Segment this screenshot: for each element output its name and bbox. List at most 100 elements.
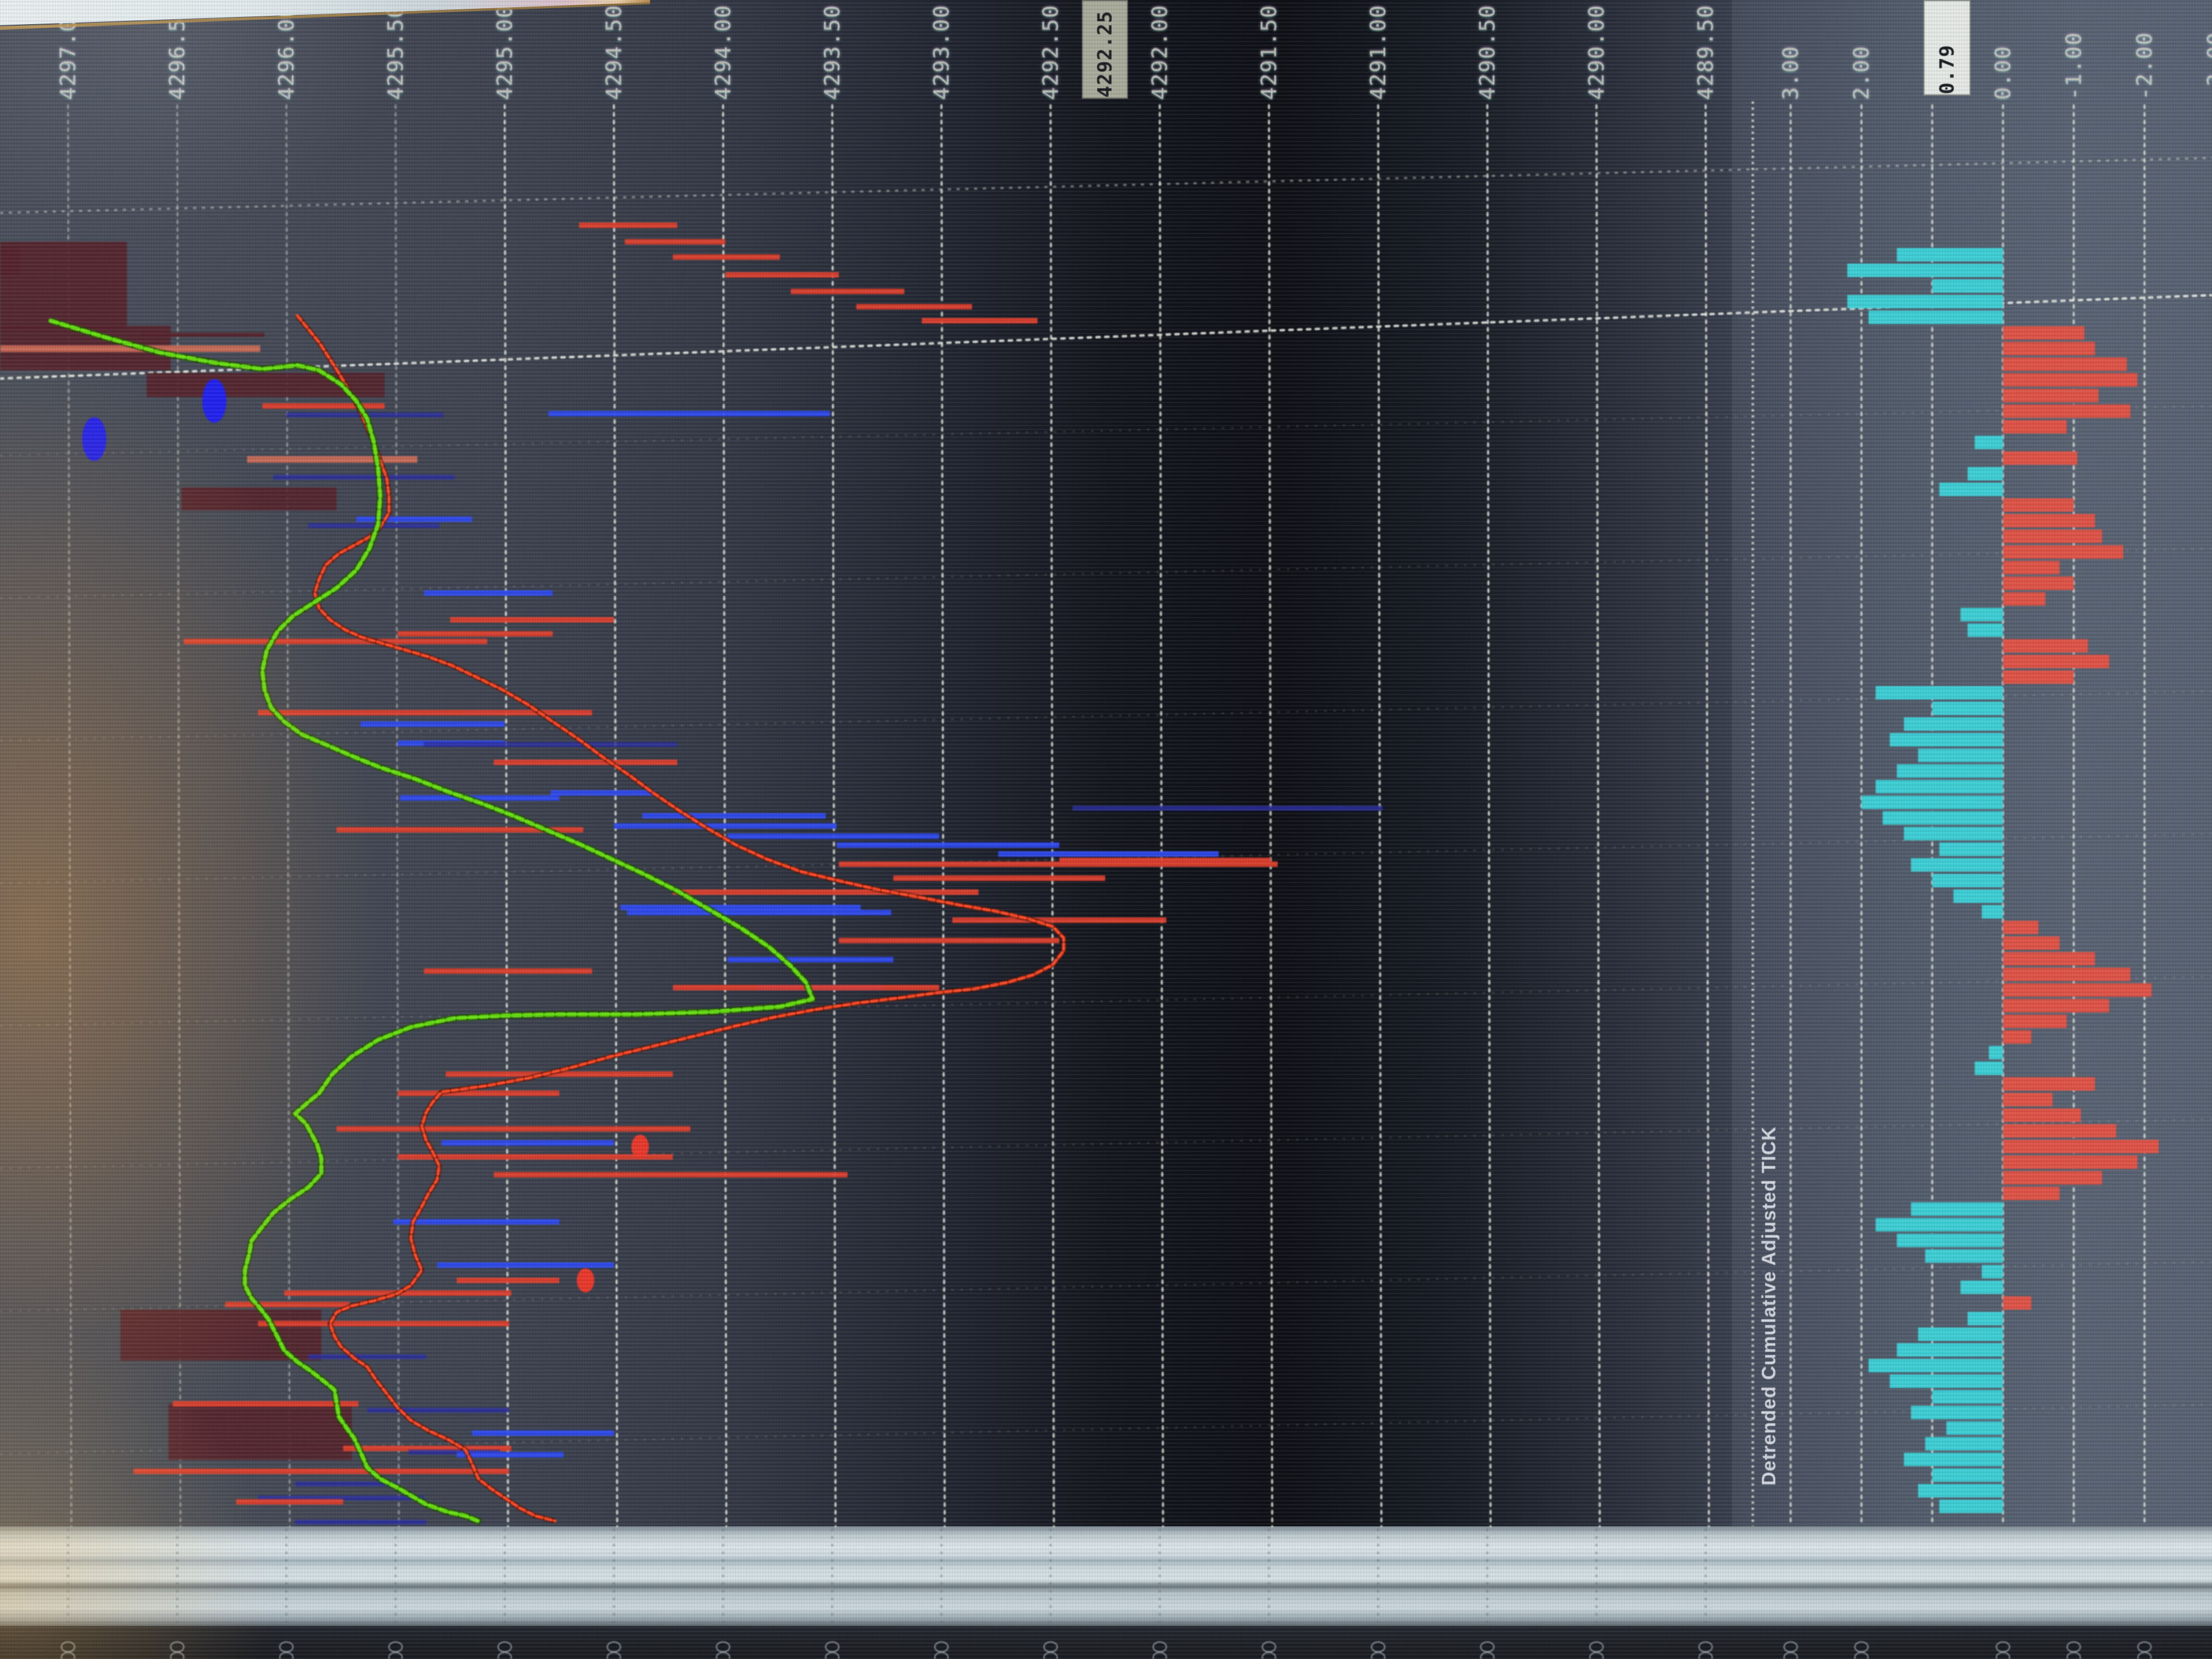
clipped-glyph-sliver	[606, 1651, 622, 1659]
tick-bar-down	[2003, 451, 2078, 465]
tick-bar-up	[1897, 248, 2003, 262]
clipped-glyph-sliver	[1043, 1651, 1058, 1659]
price-gridline	[176, 104, 182, 1527]
price-gridline	[1705, 104, 1710, 1527]
clipped-glyph-sliver	[1698, 1641, 1713, 1653]
price-scale-label: 4291.00	[1366, 4, 1390, 100]
price-bar-b	[356, 516, 472, 522]
clipped-glyph-sliver	[1370, 1651, 1386, 1659]
price-bar-r	[424, 968, 592, 974]
tick-bar-up	[1960, 1280, 2003, 1294]
price-bar-r	[336, 827, 584, 833]
tick-bar-down	[2003, 1171, 2102, 1185]
price-bar-b	[424, 590, 553, 596]
clipped-left-scale-slivers	[60, 1641, 2152, 1659]
price-bar-b	[614, 823, 837, 829]
clipped-glyph-sliver	[1854, 1651, 1869, 1659]
tick-bar-up	[1989, 1046, 2003, 1059]
tick-scale-label: 2.00	[1849, 45, 1874, 100]
price-bar-b	[399, 795, 560, 801]
price-bar-r	[494, 759, 678, 765]
price-bar-b	[437, 1262, 614, 1268]
clipped-glyph-sliver	[1261, 1651, 1277, 1659]
tick-bar-down	[2003, 1014, 2067, 1028]
clipped-glyph-sliver	[1043, 1641, 1058, 1653]
price-bar-r	[952, 917, 1166, 923]
tick-bar-up	[1974, 436, 2003, 449]
price-bar-n	[308, 523, 439, 528]
tick-bar-down	[2003, 404, 2131, 418]
price-bar-n	[308, 1354, 426, 1359]
consolidation-block	[0, 241, 127, 330]
tick-bar-up	[1861, 795, 2003, 809]
clipped-glyph-sliver	[170, 1641, 185, 1653]
clipped-glyph-sliver	[1589, 1651, 1604, 1659]
price-bar-s	[247, 456, 417, 463]
blue-marker-dot	[82, 417, 106, 461]
tick-bar-up	[1918, 1483, 2003, 1498]
tick-bar-down	[2003, 1108, 2081, 1122]
price-bar-r	[673, 889, 979, 895]
clipped-glyph-sliver	[825, 1651, 840, 1659]
price-bars	[0, 222, 1383, 1525]
tick-bar-up	[1982, 905, 2003, 919]
price-bar-b	[472, 1430, 614, 1436]
tick-bar-up	[1960, 607, 2003, 622]
price-bar-b	[550, 790, 656, 796]
minor-time-gridline	[0, 975, 2212, 1027]
clipped-glyph-sliver	[1152, 1641, 1167, 1653]
tick-bar-up	[1847, 263, 2003, 278]
price-gridline	[1159, 104, 1164, 1527]
clipped-glyph-sliver	[497, 1641, 512, 1653]
clipped-glyph-sliver	[388, 1641, 403, 1653]
price-bar-r	[579, 222, 678, 228]
tick-scale-label: -2.00	[2132, 31, 2157, 100]
tick-bar-down	[2003, 1077, 2095, 1091]
tick-bar-up	[1932, 1390, 2003, 1404]
tick-bar-up	[1889, 733, 2003, 747]
tick-bar-up	[1882, 811, 2003, 825]
clipped-glyph-sliver	[715, 1641, 731, 1653]
clipped-glyph-sliver	[934, 1641, 949, 1653]
price-gridline	[1595, 104, 1601, 1527]
clipped-glyph-sliver	[60, 1651, 76, 1659]
price-gridline	[394, 104, 400, 1527]
price-bar-n	[408, 1449, 501, 1455]
tick-histogram	[1847, 248, 2159, 1513]
tick-bar-up	[1904, 1452, 2003, 1466]
clipped-glyph-sliver	[388, 1651, 403, 1659]
price-scale-label: 4290.50	[1475, 4, 1499, 100]
tick-bar-down	[2003, 1139, 2159, 1154]
tick-bar-up	[1939, 842, 2003, 856]
price-bar-n	[295, 1520, 426, 1525]
tick-bar-down	[2003, 1124, 2117, 1138]
tick-bar-down	[2003, 936, 2060, 950]
red-marker-dot	[631, 1135, 649, 1159]
price-bar-n	[424, 742, 678, 747]
price-bar-n	[295, 1481, 398, 1487]
consolidation-block	[181, 487, 337, 511]
price-scale-label: 4290.00	[1584, 4, 1609, 100]
price-consolidation-blocks	[0, 241, 385, 1460]
price-bar-r	[397, 1154, 673, 1160]
price-gridline	[1377, 104, 1383, 1527]
tick-bar-down	[2003, 420, 2067, 434]
price-gridline	[613, 104, 618, 1527]
price-scale-label: 4291.50	[1257, 4, 1281, 100]
price-gridline	[722, 104, 727, 1527]
tick-bar-down	[2003, 967, 2131, 981]
price-bar-r	[236, 1499, 343, 1505]
clipped-glyph-sliver	[1854, 1641, 1869, 1653]
clipped-glyph-sliver	[497, 1651, 512, 1659]
price-gridline	[67, 104, 72, 1527]
tick-scale-label: -3.00	[2203, 31, 2212, 100]
clipped-glyph-sliver	[1995, 1651, 2011, 1659]
tick-bar-down	[2003, 561, 2060, 574]
screen-edge-dark-strip	[0, 1626, 2212, 1659]
tick-bar-down	[2003, 529, 2102, 543]
consolidation-block	[168, 1403, 352, 1460]
tick-bar-down	[2003, 498, 2074, 512]
price-bar-b	[727, 957, 894, 963]
